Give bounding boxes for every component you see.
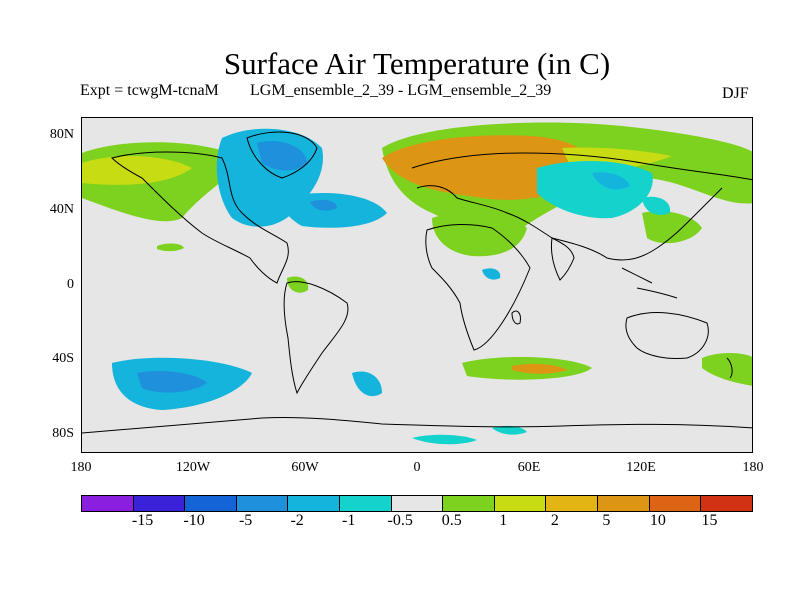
coastlines bbox=[82, 131, 752, 434]
coastline-south-america bbox=[283, 281, 349, 395]
temperature-anomaly-map bbox=[82, 122, 752, 445]
anomaly-antarctic-coast-cold bbox=[412, 434, 477, 445]
anomaly-greenland-cold-core bbox=[257, 140, 307, 171]
lat-tick-40n: 40N bbox=[49, 202, 74, 217]
lat-tick-80s: 80S bbox=[52, 426, 74, 441]
anomaly-south-atlantic-cold bbox=[352, 371, 382, 397]
lon-tick-180e: 180 bbox=[742, 460, 764, 475]
colorbar-label-9: 5 bbox=[602, 512, 611, 529]
colorbar-swatch-12 bbox=[701, 496, 752, 511]
coastline-greenland bbox=[246, 131, 318, 179]
colorbar-swatch-2 bbox=[185, 496, 237, 511]
coastline-europe-asia bbox=[411, 152, 752, 261]
lon-tick-0: 0 bbox=[413, 460, 421, 475]
lat-tick-40s: 40S bbox=[52, 351, 74, 366]
anomaly-east-asia-cold bbox=[642, 196, 671, 215]
colorbar-label-6: 0.5 bbox=[441, 512, 462, 529]
colorbar-swatch-4 bbox=[288, 496, 341, 511]
anomaly-antarctic-coast-cold-2 bbox=[492, 425, 527, 435]
colorbar-label-11: 15 bbox=[701, 512, 718, 529]
anomaly-south-pacific-cold-core bbox=[137, 371, 207, 393]
lon-tick-120w: 120W bbox=[175, 460, 211, 475]
colorbar-label-2: -5 bbox=[238, 512, 253, 529]
coastline-north-america bbox=[111, 151, 289, 284]
anomaly-africa-north bbox=[432, 212, 527, 257]
anomaly-namerica-west-mid bbox=[82, 156, 192, 185]
coastline-madagascar bbox=[511, 310, 521, 325]
lon-tick-120e: 120E bbox=[626, 460, 656, 475]
coastline-india bbox=[551, 237, 575, 281]
season-label: DJF bbox=[722, 85, 749, 102]
anomaly-north-atlantic-cold-core bbox=[310, 200, 337, 211]
lon-tick-60e: 60E bbox=[517, 460, 541, 475]
chart-title: Surface Air Temperature (in C) bbox=[223, 46, 611, 81]
anomaly-central-asia-cold bbox=[537, 161, 653, 219]
colorbar-swatch-0 bbox=[82, 496, 134, 511]
colorbar-swatch-11 bbox=[649, 496, 702, 511]
anomaly-southern-ocean-warm-core bbox=[512, 363, 567, 374]
colorbar-swatch-6 bbox=[391, 496, 444, 511]
colorbar-swatch-10 bbox=[598, 496, 650, 511]
map-panel bbox=[81, 117, 753, 453]
colorbar-label-10: 10 bbox=[649, 512, 666, 529]
colorbar-swatch-9 bbox=[546, 496, 599, 511]
lon-tick-60w: 60W bbox=[291, 460, 319, 475]
lon-tick-180w: 180 bbox=[70, 460, 92, 475]
anomaly-central-asia-cold-core bbox=[592, 172, 630, 190]
coastline-antarctica bbox=[82, 416, 752, 434]
colorbar-swatch-1 bbox=[133, 496, 186, 511]
coastline-africa bbox=[425, 223, 531, 351]
colorbar-label-3: -2 bbox=[290, 512, 304, 529]
lat-tick-0: 0 bbox=[67, 277, 74, 292]
runs-label: LGM_ensemble_2_39 - LGM_ensemble_2_39 bbox=[250, 82, 552, 99]
coastline-new-zealand bbox=[726, 357, 733, 379]
anomaly-asia-east bbox=[642, 211, 702, 244]
anomaly-north-atlantic-cold bbox=[282, 193, 387, 228]
colorbar-swatch-8 bbox=[494, 496, 547, 511]
colorbar-swatch-5 bbox=[340, 496, 392, 511]
colorbar bbox=[81, 495, 753, 512]
colorbar-swatch-3 bbox=[236, 496, 289, 511]
anomaly-pacific-small bbox=[157, 243, 184, 252]
anomaly-sw-pacific-warm bbox=[702, 353, 752, 386]
experiment-label: Expt = tcwgM-tcnaM bbox=[80, 82, 219, 99]
coastline-se-asia bbox=[621, 267, 678, 299]
lat-tick-80n: 80N bbox=[49, 127, 74, 142]
colorbar-label-5: -0.5 bbox=[387, 512, 413, 529]
colorbar-label-8: 2 bbox=[550, 512, 559, 529]
colorbar-label-4: -1 bbox=[342, 512, 356, 529]
anomaly-south-atlantic-small bbox=[287, 276, 309, 293]
colorbar-label-1: -10 bbox=[183, 512, 205, 529]
colorbar-swatch-7 bbox=[443, 496, 495, 511]
coastline-australia bbox=[625, 312, 709, 359]
colorbar-label-7: 1 bbox=[499, 512, 508, 529]
anomaly-indian-ocean-cold bbox=[482, 268, 501, 280]
colorbar-label-0: -15 bbox=[131, 512, 154, 529]
